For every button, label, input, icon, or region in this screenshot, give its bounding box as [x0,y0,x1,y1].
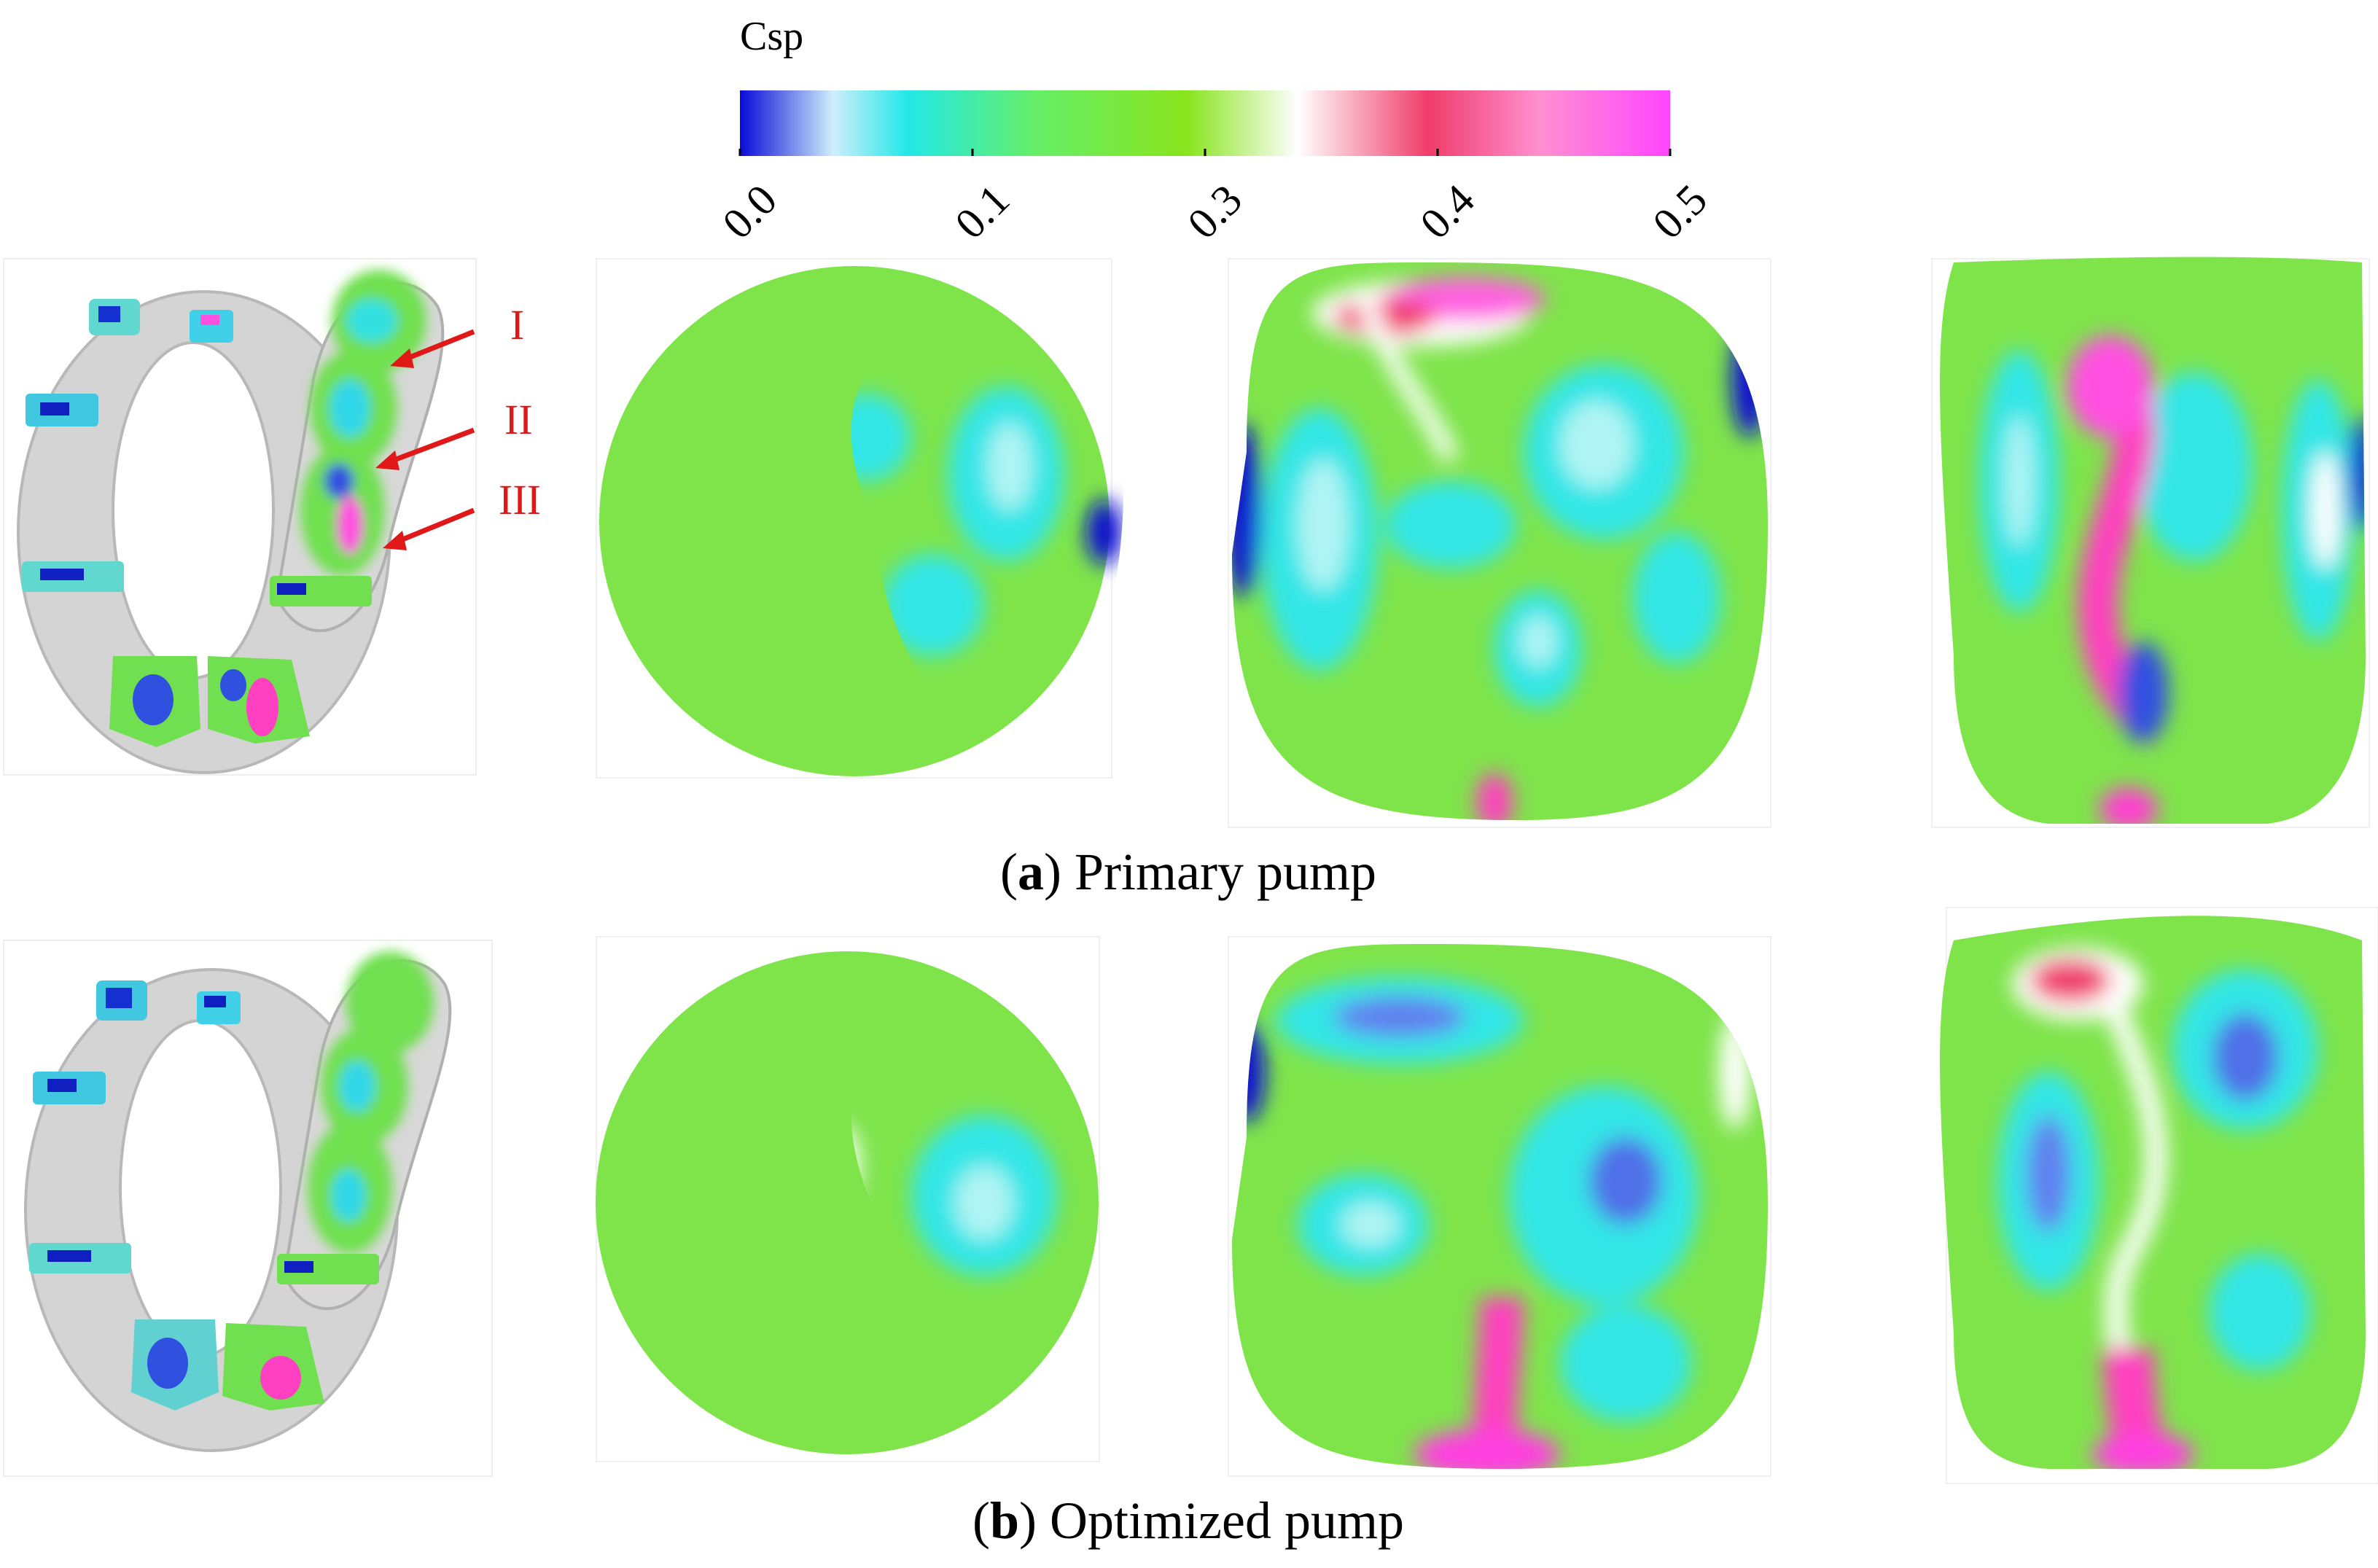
section-III-optimized [1940,907,2378,1484]
caption-a-text: Primary pump [1061,843,1376,901]
panel-a: I II III [3,257,2370,901]
colorbar-title: Csp [740,14,803,59]
arrow-II [385,427,475,466]
colorbar-tick-label: 0.4 [1411,175,1484,248]
section-II-optimized [1228,936,1771,1477]
section-label-I: I [510,301,524,348]
caption-b-text: Optimized pump [1037,1491,1404,1550]
section-label-II: II [504,396,533,443]
torus-overview-a: I II III [3,258,541,776]
caption-b-letter: b [990,1491,1019,1550]
colorbar-tick-label: 0.3 [1178,175,1251,248]
section-I-primary [596,258,1123,779]
colorbar-gradient [740,90,1670,156]
torus-overview-b [3,940,493,1477]
colorbar: Csp 0.0 0.1 0.3 0.4 0.5 [713,14,1716,248]
section-label-III: III [499,476,541,523]
arrow-I [399,329,475,364]
colorbar-tick-label: 0.0 [713,175,786,248]
caption-b: (b) Optimized pump [972,1491,1404,1550]
panel-b: (b) Optimized pump [3,907,2378,1550]
caption-a-letter: a [1018,843,1044,901]
colorbar-ticks: 0.0 0.1 0.3 0.4 0.5 [713,149,1716,248]
colorbar-tick-label: 0.5 [1643,175,1716,248]
section-III-primary [1931,257,2370,828]
caption-a: (a) Primary pump [1000,843,1376,901]
section-II-primary [1228,258,1771,828]
arrow-III [392,507,475,546]
section-I-optimized [596,936,1100,1462]
colorbar-tick-label: 0.1 [946,175,1018,248]
